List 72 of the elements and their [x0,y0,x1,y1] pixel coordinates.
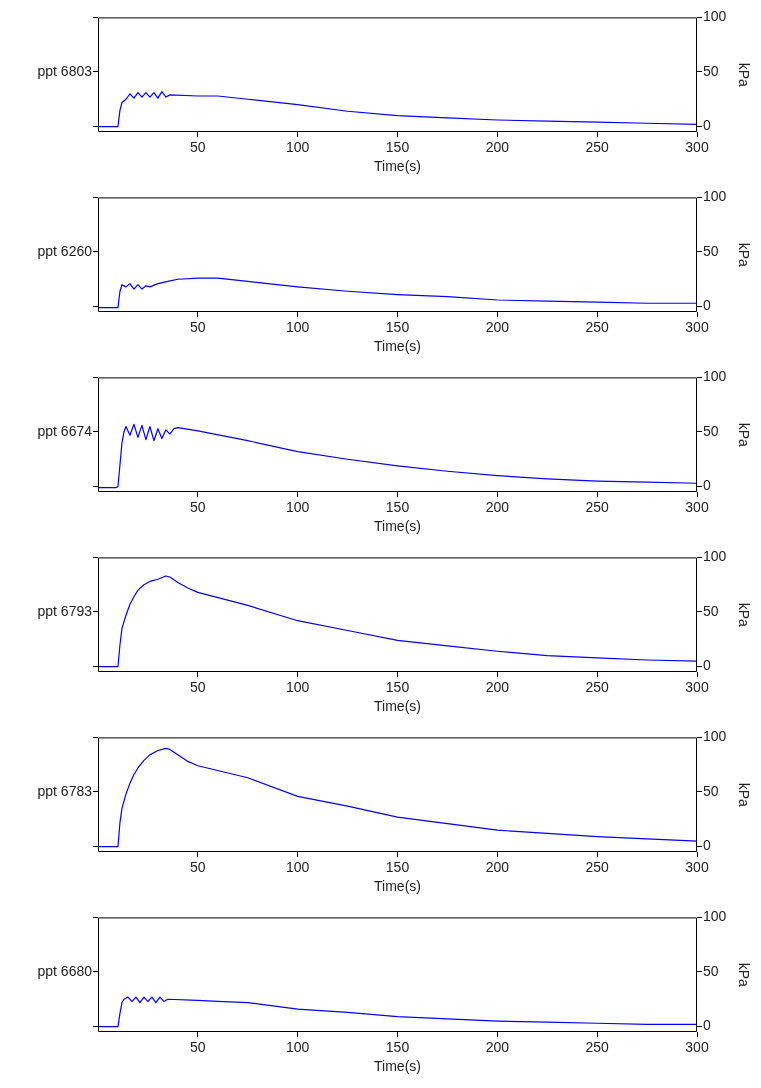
y2-tick-label: 50 [703,62,719,79]
x-tick-label: 50 [190,1039,206,1056]
x-tick-label: 300 [685,499,709,516]
y2-axis-title: kPa [735,782,752,807]
x-tick-label: 50 [190,679,206,696]
x-axis-title: Time(s) [374,518,421,535]
x-tick-label: 100 [285,499,310,516]
y2-tick-label: 100 [703,8,727,25]
y2-axis-title: kPa [735,62,752,87]
x-axis-title: Time(s) [374,338,421,355]
y-axis-title: ppt 6783 [36,783,92,799]
y-axis-title: ppt 6680 [36,963,92,979]
y2-tick-label: 100 [703,188,727,205]
x-tick-label: 200 [485,1039,510,1056]
x-axis-title: Time(s) [374,158,421,175]
y2-tick-label: 0 [703,297,711,314]
x-tick-label: 100 [285,859,310,876]
x-tick-label: 150 [385,499,410,516]
x-tick-label: 100 [285,679,310,696]
x-tick-label: 300 [685,679,709,696]
x-tick-label: 150 [385,319,410,336]
x-tick-label: 150 [385,679,410,696]
y2-tick-label: 0 [703,657,711,674]
y2-tick-label: 0 [703,837,711,854]
x-tick-label: 300 [685,1039,709,1056]
x-axis-title: Time(s) [374,878,421,895]
x-tick-label: 100 [285,1039,310,1056]
y2-tick-label: 50 [703,782,719,799]
y-axis-title: ppt 6803 [36,63,92,79]
x-tick-label: 200 [485,139,510,156]
x-tick-label: 100 [285,319,310,336]
y2-tick-label: 0 [703,477,711,494]
y2-tick-label: 0 [703,117,711,134]
x-tick-label: 250 [585,1039,610,1056]
y2-axis-title: kPa [735,602,752,627]
y2-tick-label: 100 [703,548,727,565]
y2-tick-label: 50 [703,962,719,979]
x-tick-label: 250 [585,499,610,516]
x-tick-label: 300 [685,139,709,156]
y-axis-title: ppt 6260 [36,243,92,259]
x-tick-label: 200 [485,679,510,696]
x-tick-label: 50 [190,139,206,156]
x-tick-label: 50 [190,319,206,336]
x-tick-label: 200 [485,319,510,336]
x-tick-label: 250 [585,859,610,876]
y2-tick-label: 100 [703,368,727,385]
x-tick-label: 150 [385,1039,410,1056]
y2-tick-label: 100 [703,728,727,745]
x-tick-label: 200 [485,859,510,876]
x-tick-label: 100 [285,139,310,156]
x-tick-label: 300 [685,319,709,336]
y2-tick-label: 50 [703,422,719,439]
y2-tick-label: 50 [703,602,719,619]
x-tick-label: 150 [385,139,410,156]
y2-tick-label: 100 [703,908,727,925]
y2-tick-label: 0 [703,1017,711,1034]
x-tick-label: 250 [585,319,610,336]
y-axis-title: ppt 6793 [36,603,92,619]
x-tick-label: 50 [190,499,206,516]
y2-axis-title: kPa [735,242,752,267]
y-axis-title: ppt 6674 [36,423,92,439]
x-tick-label: 50 [190,859,206,876]
x-tick-label: 300 [685,859,709,876]
x-axis-title: Time(s) [374,698,421,715]
x-tick-label: 250 [585,679,610,696]
x-axis-title: Time(s) [374,1058,421,1075]
y2-tick-label: 50 [703,242,719,259]
x-tick-label: 200 [485,499,510,516]
x-tick-label: 150 [385,859,410,876]
x-tick-label: 250 [585,139,610,156]
y2-axis-title: kPa [735,962,752,987]
y2-axis-title: kPa [735,422,752,447]
